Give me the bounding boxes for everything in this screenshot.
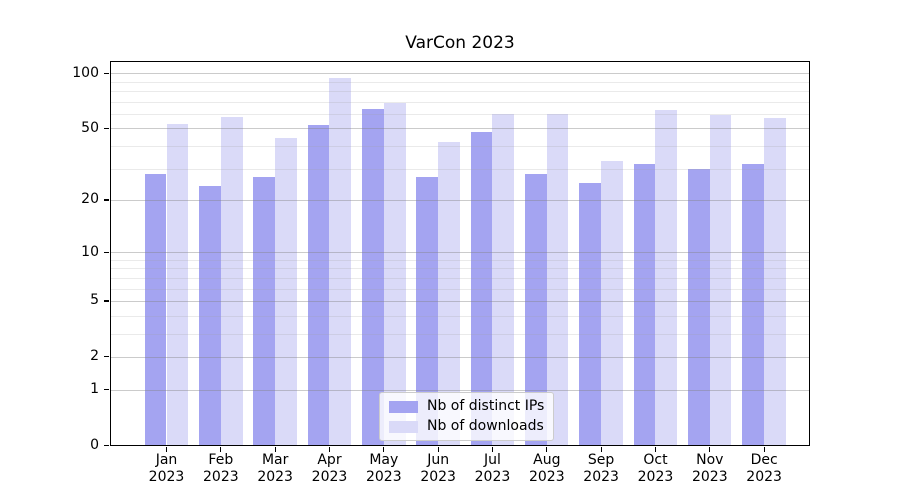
bar-nb-of-distinct-ips-oct (633, 163, 656, 446)
bar-nb-of-downloads-mar (275, 138, 297, 446)
bar-nb-of-distinct-ips-jun (416, 176, 439, 446)
x-tick-label-apr: Apr 2023 (311, 452, 348, 485)
x-tick-dec (763, 446, 765, 452)
x-tick-jul (491, 446, 494, 452)
x-tick-label-aug: Aug 2023 (528, 452, 565, 485)
x-tick-nov (709, 446, 711, 452)
x-tick-label-oct: Oct 2023 (637, 452, 674, 485)
y-tick-label-1: 1 (90, 381, 99, 398)
x-tick-label-jan: Jan 2023 (148, 452, 185, 485)
y-tick-10 (104, 251, 109, 253)
x-tick-sep (600, 446, 602, 452)
x-tick-oct (654, 446, 657, 452)
bar-nb-of-downloads-jan (166, 123, 189, 446)
legend-swatch-distinct-ips (389, 400, 418, 413)
y-tick-label-2: 2 (90, 348, 99, 365)
bar-nb-of-downloads-jun (438, 142, 460, 446)
x-tick-jan (165, 446, 168, 452)
x-tick-may (383, 446, 385, 452)
x-tick-mar (274, 446, 276, 452)
y-tick-50 (104, 127, 109, 129)
legend-item-downloads: Nb of downloads (389, 418, 544, 435)
bar-nb-of-downloads-nov (709, 115, 732, 446)
bar-nb-of-distinct-ips-dec (742, 163, 765, 446)
legend-swatch-downloads (389, 420, 418, 433)
bar-nb-of-downloads-jul (492, 113, 515, 446)
y-tick-1 (104, 388, 109, 391)
x-tick-label-sep: Sep 2023 (583, 452, 619, 485)
legend-item-distinct-ips: Nb of distinct IPs (389, 398, 544, 415)
bar-nb-of-distinct-ips-jul (470, 131, 493, 446)
y-tick-label-5: 5 (90, 292, 99, 309)
legend-label-distinct-ips: Nb of distinct IPs (427, 398, 545, 414)
y-tick-label-20: 20 (81, 191, 99, 208)
y-tick-20 (104, 199, 109, 201)
bar-nb-of-distinct-ips-apr (307, 125, 330, 446)
x-tick-apr (328, 446, 331, 452)
bar-nb-of-distinct-ips-nov (688, 168, 710, 446)
x-tick-label-mar: Mar 2023 (257, 452, 293, 485)
x-tick-label-nov: Nov 2023 (691, 452, 728, 485)
bar-nb-of-downloads-apr (329, 78, 352, 446)
y-tick-label-50: 50 (81, 119, 99, 136)
legend-label-downloads: Nb of downloads (427, 418, 544, 434)
chart-title: VarCon 2023 (405, 33, 515, 53)
y-tick-100 (104, 72, 109, 74)
x-tick-aug (546, 446, 548, 452)
bar-nb-of-distinct-ips-feb (199, 185, 221, 446)
bar-nb-of-downloads-feb (220, 116, 243, 446)
legend: Nb of distinct IPs Nb of downloads (379, 392, 555, 441)
bar-nb-of-downloads-dec (764, 118, 786, 446)
y-tick-0 (104, 444, 109, 447)
x-tick-jun (437, 446, 439, 452)
plot-area (110, 61, 810, 446)
y-tick-label-0: 0 (90, 437, 99, 453)
x-tick-label-may: May 2023 (365, 452, 402, 485)
x-tick-label-jun: Jun 2023 (420, 452, 456, 485)
y-tick-label-100: 100 (72, 64, 99, 81)
bar-nb-of-distinct-ips-aug (525, 173, 547, 446)
bar-nb-of-distinct-ips-sep (579, 182, 602, 446)
x-tick-label-feb: Feb 2023 (203, 452, 239, 485)
bar-nb-of-downloads-aug (546, 113, 569, 446)
x-tick-feb (220, 446, 222, 452)
bar-nb-of-distinct-ips-may (362, 108, 384, 446)
x-tick-label-jul: Jul 2023 (474, 452, 511, 485)
bar-nb-of-distinct-ips-jan (144, 173, 167, 446)
y-tick-2 (104, 356, 109, 358)
bar-nb-of-downloads-oct (655, 110, 678, 446)
bar-nb-of-downloads-sep (601, 161, 623, 446)
x-tick-label-dec: Dec 2023 (746, 452, 782, 485)
y-tick-5 (104, 300, 109, 302)
y-tick-label-10: 10 (81, 243, 99, 260)
bar-nb-of-downloads-may (383, 102, 406, 446)
bar-nb-of-distinct-ips-mar (253, 176, 276, 446)
